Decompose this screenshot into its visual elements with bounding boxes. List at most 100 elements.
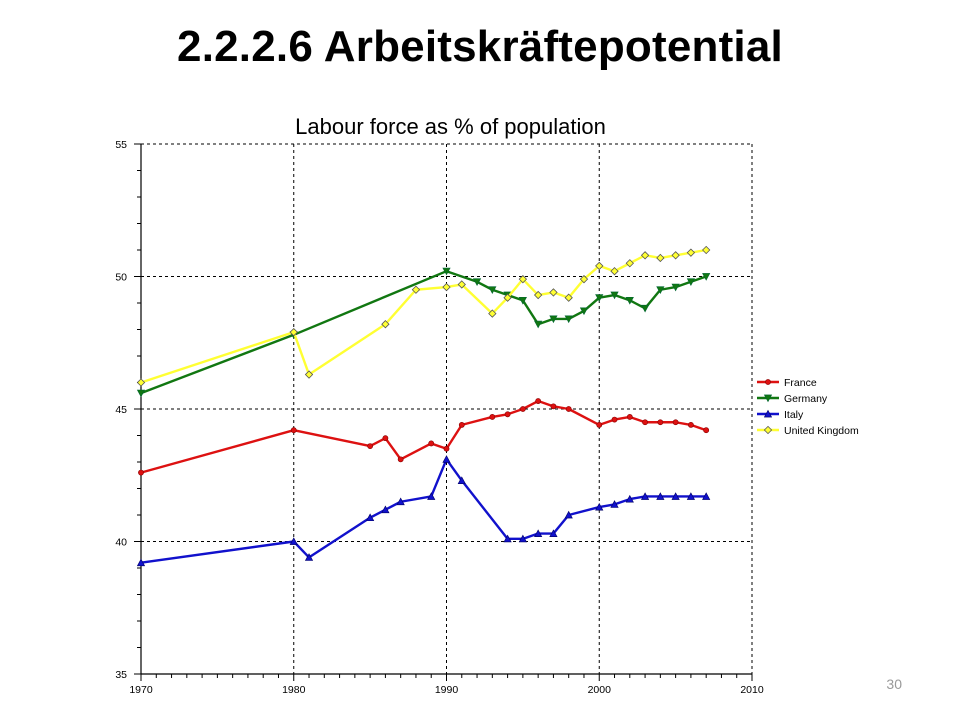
data-point-germany — [442, 267, 451, 276]
x-tick-label: 2000 — [588, 684, 612, 696]
data-point-germany — [564, 315, 573, 324]
data-point-italy — [289, 537, 298, 545]
data-point-france — [458, 421, 465, 428]
data-point-france — [443, 445, 450, 452]
data-point-italy — [427, 492, 436, 500]
data-point-germany — [625, 296, 634, 305]
data-point-united-kingdom — [304, 370, 314, 379]
legend-marker-italy — [763, 409, 773, 418]
data-point-italy — [366, 513, 375, 522]
data-point-france — [428, 440, 435, 447]
data-point-germany — [579, 307, 589, 316]
y-tick-label: 35 — [115, 669, 127, 681]
data-point-france — [657, 419, 664, 426]
data-point-united-kingdom — [640, 251, 650, 260]
data-point-france — [504, 411, 511, 418]
data-point-germany — [136, 389, 146, 398]
y-tick-label: 55 — [115, 139, 127, 151]
data-point-italy — [610, 500, 619, 508]
data-point-germany — [686, 278, 696, 287]
data-point-italy — [503, 534, 512, 543]
slide-title: 2.2.2.6 Arbeitskräftepotential — [177, 22, 783, 71]
data-point-italy — [656, 492, 665, 500]
data-point-united-kingdom — [442, 282, 451, 292]
data-point-united-kingdom — [533, 290, 543, 300]
data-point-france — [290, 427, 297, 434]
data-point-germany — [595, 294, 604, 302]
data-point-france — [519, 406, 526, 412]
data-point-italy — [686, 492, 696, 500]
data-point-italy — [381, 505, 390, 514]
y-tick-label: 40 — [115, 537, 127, 549]
legend-label-france: France — [784, 377, 817, 389]
data-point-united-kingdom — [610, 267, 619, 276]
data-point-germany — [488, 286, 497, 294]
x-tick-label: 1970 — [129, 684, 153, 696]
data-point-germany — [549, 315, 558, 324]
data-point-germany — [702, 273, 711, 281]
data-point-france — [596, 421, 603, 428]
data-point-france — [672, 419, 679, 426]
series-line-united-kingdom — [140, 248, 707, 384]
series-line-france — [140, 399, 707, 474]
data-point-united-kingdom — [702, 245, 711, 255]
data-point-united-kingdom — [549, 288, 558, 297]
x-tick-label: 2010 — [740, 684, 764, 696]
data-point-united-kingdom — [656, 253, 665, 263]
data-point-germany — [671, 283, 680, 292]
data-point-italy — [671, 492, 680, 500]
legend-label-italy: Italy — [784, 409, 804, 421]
data-point-italy — [549, 529, 558, 537]
data-point-united-kingdom — [564, 293, 573, 302]
data-point-italy — [457, 476, 466, 484]
data-point-germany — [610, 291, 619, 300]
data-point-france — [565, 406, 572, 412]
data-point-france — [397, 456, 404, 463]
data-point-france — [550, 403, 557, 410]
x-tick-label: 1990 — [435, 684, 459, 696]
data-point-united-kingdom — [671, 251, 680, 260]
data-point-italy — [640, 492, 650, 500]
data-point-united-kingdom — [457, 280, 466, 289]
data-point-italy — [396, 497, 405, 506]
data-point-united-kingdom — [503, 293, 512, 302]
data-point-france — [535, 398, 542, 404]
legend-marker-united-kingdom — [763, 425, 773, 435]
data-point-italy — [564, 510, 573, 519]
legend-label-united-kingdom: United Kingdom — [784, 425, 859, 437]
data-point-united-kingdom — [625, 259, 634, 268]
data-point-germany — [640, 304, 650, 313]
data-point-france — [367, 443, 374, 449]
legend-label-germany: Germany — [784, 393, 828, 405]
data-point-italy — [442, 455, 451, 463]
y-tick-label: 50 — [115, 272, 127, 284]
data-point-united-kingdom — [579, 274, 589, 284]
y-tick-label: 45 — [115, 404, 127, 416]
page-number: 30 — [886, 676, 902, 692]
data-point-united-kingdom — [595, 261, 604, 271]
data-point-france — [626, 414, 633, 420]
data-point-france — [138, 469, 144, 476]
data-point-germany — [518, 296, 527, 305]
data-point-germany — [534, 320, 543, 329]
data-point-france — [642, 419, 648, 426]
data-point-united-kingdom — [136, 378, 146, 387]
data-point-united-kingdom — [381, 320, 390, 329]
data-point-united-kingdom — [411, 285, 421, 294]
data-point-united-kingdom — [518, 274, 528, 284]
data-point-italy — [625, 494, 634, 503]
data-point-italy — [702, 492, 711, 500]
chart-title: Labour force as % of population — [295, 114, 606, 139]
x-tick-label: 1980 — [282, 684, 306, 696]
data-point-france — [688, 421, 694, 428]
legend-marker-germany — [763, 394, 773, 403]
data-point-italy — [595, 502, 604, 511]
series-line-italy — [140, 458, 707, 564]
data-point-united-kingdom — [289, 327, 298, 337]
data-point-italy — [304, 553, 314, 561]
data-point-italy — [136, 558, 146, 567]
data-point-italy — [534, 529, 543, 537]
data-point-germany — [472, 278, 482, 287]
data-point-italy — [518, 534, 527, 543]
